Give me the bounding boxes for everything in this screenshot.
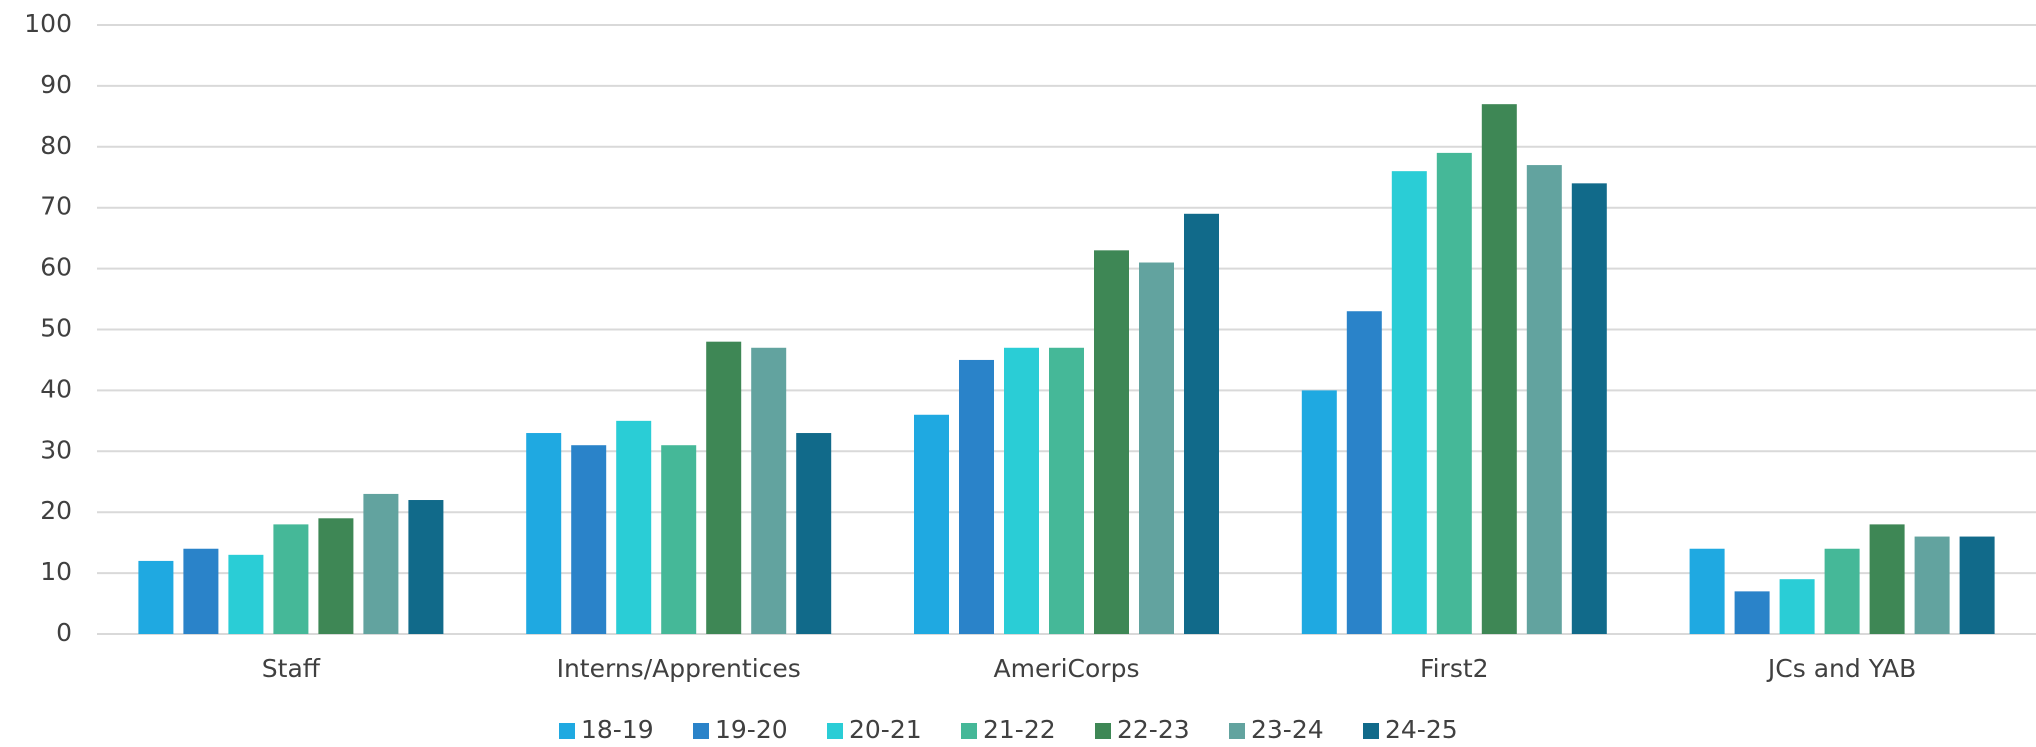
- bar: [661, 445, 697, 634]
- y-tick-label: 100: [24, 9, 72, 38]
- y-tick-label: 30: [40, 435, 72, 464]
- bar: [1481, 104, 1517, 635]
- y-tick-label: 60: [40, 253, 72, 282]
- bar: [1436, 152, 1472, 634]
- x-tick-label: JCs and YAB: [1766, 654, 1916, 683]
- bar: [1049, 347, 1084, 634]
- bar: [796, 433, 832, 634]
- bar: [1734, 591, 1770, 634]
- legend-label: 18-19: [581, 715, 654, 744]
- y-tick-label: 10: [40, 557, 72, 586]
- legend-swatch: [1363, 723, 1379, 739]
- bar: [1004, 347, 1039, 634]
- y-tick-label: 0: [56, 618, 72, 647]
- bar: [408, 500, 444, 634]
- x-tick-label: AmeriCorps: [994, 654, 1140, 683]
- x-tick-label: First2: [1420, 654, 1489, 683]
- legend-swatch: [1229, 723, 1245, 739]
- bar: [183, 548, 219, 634]
- bar: [1959, 536, 1995, 634]
- bar: [914, 414, 949, 634]
- bar: [959, 359, 994, 634]
- bar: [571, 445, 607, 634]
- bar: [1094, 250, 1129, 634]
- bar: [273, 524, 309, 634]
- legend-swatch: [559, 723, 575, 739]
- bar: [706, 341, 742, 634]
- legend-label: 23-24: [1251, 715, 1324, 744]
- x-tick-label: Staff: [262, 654, 321, 683]
- legend-label: 20-21: [849, 715, 922, 744]
- y-tick-label: 50: [40, 314, 72, 343]
- bar: [1346, 311, 1382, 634]
- bar: [1779, 579, 1815, 634]
- bar: [526, 433, 562, 634]
- legend-label: 21-22: [983, 715, 1056, 744]
- legend-label: 24-25: [1385, 715, 1458, 744]
- bar: [228, 554, 264, 634]
- bar: [1526, 165, 1562, 634]
- bar: [138, 560, 174, 634]
- bar: [616, 420, 652, 634]
- bar: [1301, 390, 1337, 634]
- y-tick-label: 90: [40, 70, 72, 99]
- bar: [363, 493, 399, 634]
- bar: [1139, 262, 1174, 634]
- legend-swatch: [961, 723, 977, 739]
- legend-swatch: [827, 723, 843, 739]
- y-tick-label: 20: [40, 496, 72, 525]
- legend-swatch: [693, 723, 709, 739]
- bar: [1184, 213, 1219, 635]
- bar: [1824, 548, 1860, 634]
- bar: [1689, 548, 1725, 634]
- legend-swatch: [1095, 723, 1111, 739]
- bar: [1869, 524, 1905, 634]
- x-tick-label: Interns/Apprentices: [557, 654, 801, 683]
- bar: [1571, 183, 1607, 634]
- y-tick-label: 70: [40, 192, 72, 221]
- bar: [318, 518, 354, 634]
- legend-label: 22-23: [1117, 715, 1190, 744]
- bar: [751, 347, 787, 634]
- bar: [1914, 536, 1950, 634]
- y-tick-label: 80: [40, 131, 72, 160]
- bar: [1391, 171, 1427, 634]
- y-tick-label: 40: [40, 374, 72, 403]
- legend-label: 19-20: [715, 715, 788, 744]
